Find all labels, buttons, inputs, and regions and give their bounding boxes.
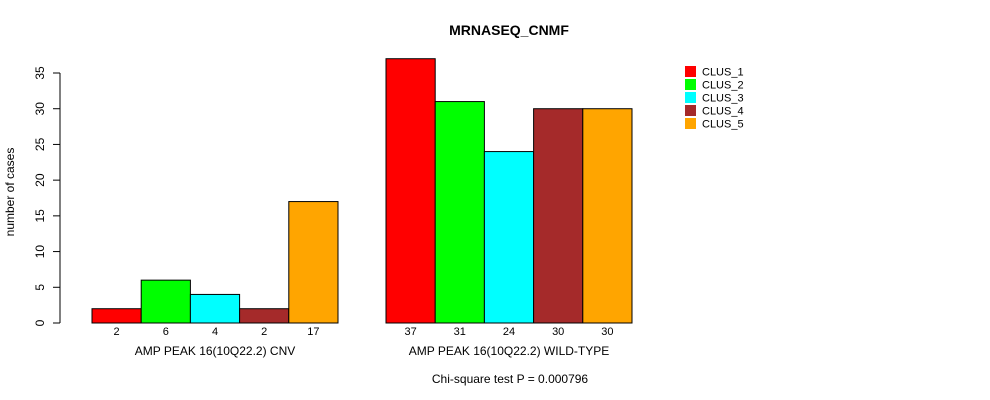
bar-value-labels: 2 6 4 2 17 37 31 24 30 30 bbox=[114, 326, 614, 338]
legend-label: CLUS_2 bbox=[702, 80, 744, 92]
bar-clus-3 bbox=[189, 293, 241, 324]
bar-clus-4 bbox=[533, 108, 584, 324]
bar-value-label: 30 bbox=[601, 326, 613, 338]
y-tick-label: 5 bbox=[33, 284, 47, 291]
chart-title: MRNASEQ_CNMF bbox=[449, 22, 569, 38]
y-tick-label: 30 bbox=[33, 102, 47, 116]
bar-value-label: 30 bbox=[552, 326, 564, 338]
bar-clus-4 bbox=[239, 308, 290, 324]
bar-clus-3 bbox=[483, 151, 535, 324]
legend-label: CLUS_3 bbox=[702, 93, 744, 105]
y-tick-label: 15 bbox=[33, 209, 47, 223]
bar-value-label: 31 bbox=[454, 326, 466, 338]
bars bbox=[91, 58, 633, 324]
y-axis-ticks: 0 5 10 15 20 25 30 35 bbox=[33, 66, 60, 326]
category-label: AMP PEAK 16(10Q22.2) CNV bbox=[135, 344, 296, 358]
chi-square-footnote: Chi-square test P = 0.000796 bbox=[432, 372, 589, 386]
legend-swatch bbox=[685, 105, 696, 116]
y-tick-label: 0 bbox=[33, 319, 47, 326]
bar-value-label: 2 bbox=[114, 326, 120, 338]
y-tick-label: 10 bbox=[33, 245, 47, 259]
bar-value-label: 37 bbox=[404, 326, 416, 338]
y-tick-label: 25 bbox=[33, 137, 47, 151]
category-label: AMP PEAK 16(10Q22.2) WILD-TYPE bbox=[409, 344, 610, 358]
legend-label: CLUS_1 bbox=[702, 67, 744, 79]
bar-value-label: 24 bbox=[503, 326, 515, 338]
bar-value-label: 17 bbox=[307, 326, 319, 338]
bar-value-label: 2 bbox=[261, 326, 267, 338]
y-tick-label: 35 bbox=[33, 66, 47, 80]
legend-swatch bbox=[685, 66, 696, 77]
legend-label: CLUS_5 bbox=[702, 119, 744, 131]
bar-clus-5 bbox=[288, 201, 339, 324]
y-tick-label: 20 bbox=[33, 173, 47, 187]
bar-clus-2 bbox=[140, 279, 191, 324]
legend-swatch bbox=[685, 118, 696, 129]
bar-clus-1 bbox=[91, 308, 142, 324]
bar-clus-5 bbox=[582, 108, 633, 324]
legend-label: CLUS_4 bbox=[702, 106, 744, 118]
bar-clus-2 bbox=[434, 101, 485, 324]
y-axis-label: number of cases bbox=[3, 148, 17, 237]
bar-value-label: 6 bbox=[163, 326, 169, 338]
bar-clus-1 bbox=[385, 58, 436, 324]
group-labels: AMP PEAK 16(10Q22.2) CNV AMP PEAK 16(10Q2… bbox=[135, 344, 610, 358]
bar-value-label: 4 bbox=[212, 326, 218, 338]
legend-swatch bbox=[685, 92, 696, 103]
legend-swatch bbox=[685, 79, 696, 90]
